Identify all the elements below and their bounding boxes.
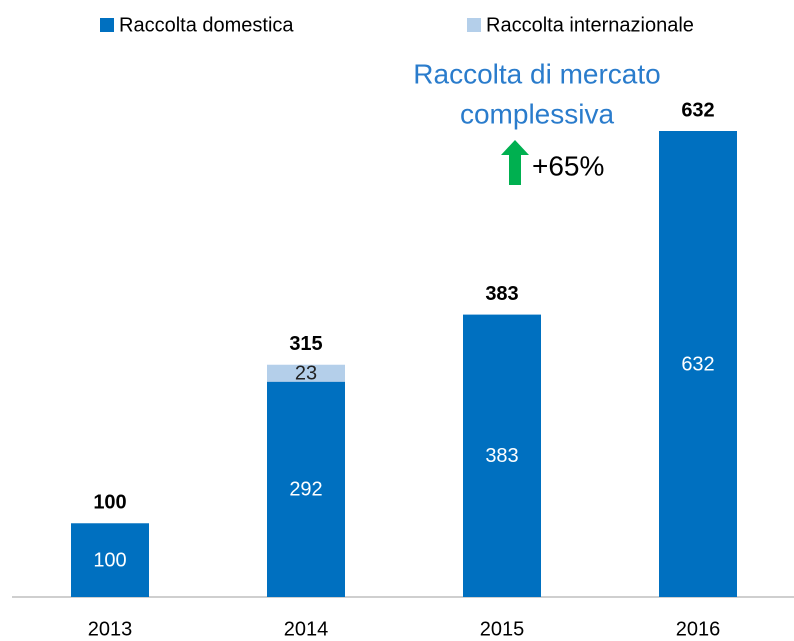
bar-segment (71, 523, 149, 597)
annotation-line: complessiva (460, 98, 614, 129)
bar-segment (267, 381, 345, 597)
bar-segment (267, 364, 345, 382)
segment-label: 292 (289, 479, 322, 501)
legend-label: Raccolta domestica (119, 14, 294, 36)
segment-label: 100 (93, 549, 126, 571)
bar-segment (463, 314, 541, 597)
total-label: 632 (681, 99, 714, 121)
x-tick-label: 2013 (88, 618, 133, 640)
segment-label: 23 (295, 362, 317, 384)
bar-segment (659, 131, 737, 597)
annotation-change: +65% (532, 150, 604, 181)
annotation-line: Raccolta di mercato (413, 58, 660, 89)
up-arrow (501, 140, 529, 185)
legend-swatch (467, 18, 481, 32)
x-tick-label: 2014 (284, 618, 329, 640)
legend-label: Raccolta internazionale (486, 14, 694, 36)
legend-swatch (100, 18, 114, 32)
segment-label: 383 (485, 445, 518, 467)
segment-label: 632 (681, 353, 714, 375)
total-label: 383 (485, 283, 518, 305)
x-tick-label: 2016 (676, 618, 721, 640)
total-label: 315 (289, 333, 322, 355)
total-label: 100 (93, 492, 126, 514)
x-tick-label: 2015 (480, 618, 525, 640)
